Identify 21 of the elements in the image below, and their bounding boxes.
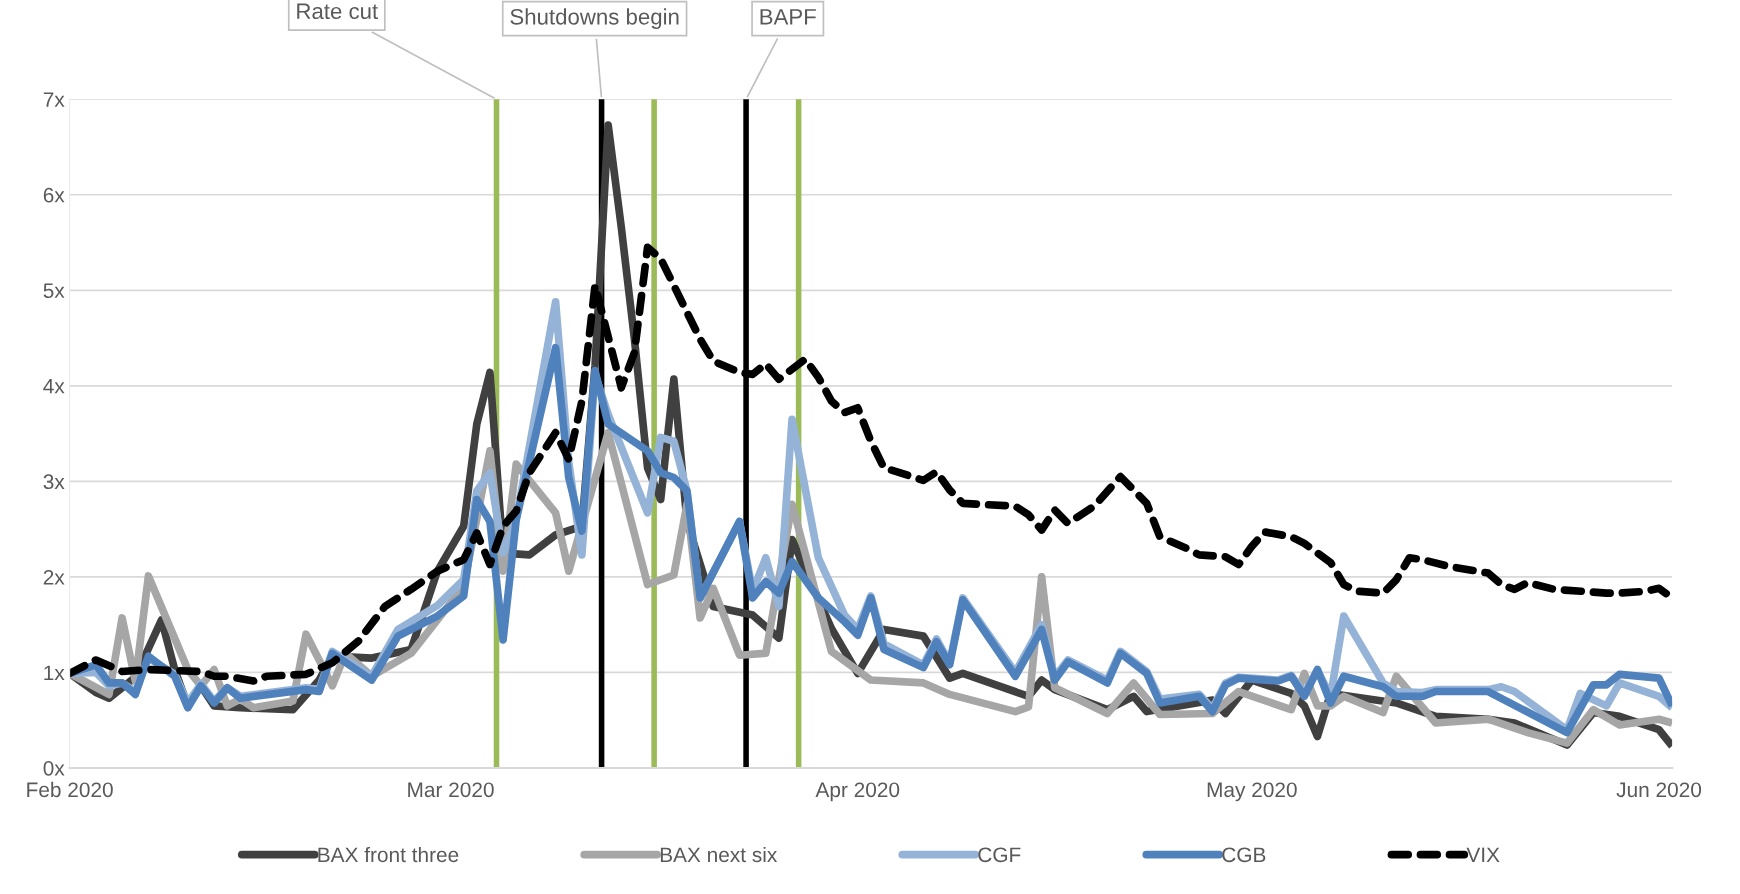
x-tick-label: Jun 2020	[1616, 782, 1702, 798]
x-tick-label: Mar 2020	[408, 782, 494, 798]
y-tick-label: 6x	[43, 187, 65, 203]
y-tick-label: 0x	[43, 760, 65, 776]
ref-line-label: BAPF	[760, 9, 816, 25]
legend-label: BAX front three	[318, 846, 459, 863]
legend-label: VIX	[1466, 847, 1500, 862]
y-tick-label: 3x	[43, 474, 65, 490]
y-tick-label: 4x	[43, 379, 65, 394]
ref-line-label: Shutdowns begin	[510, 8, 679, 30]
legend-label: CGB	[1222, 847, 1266, 863]
legend-label: CGF	[978, 847, 1021, 863]
y-tick-label: 2x	[43, 569, 65, 585]
y-tick-label: 5x	[43, 283, 65, 299]
x-tick-label: Apr 2020	[815, 782, 900, 802]
ref-line-label: Rate cut	[297, 3, 378, 20]
y-tick-label: 7x	[43, 92, 65, 107]
legend-label: BAX next six	[660, 846, 778, 863]
x-tick-label: Feb 2020	[27, 781, 113, 798]
x-tick-label: May 2020	[1207, 782, 1297, 802]
y-tick-label: 1x	[44, 665, 65, 680]
